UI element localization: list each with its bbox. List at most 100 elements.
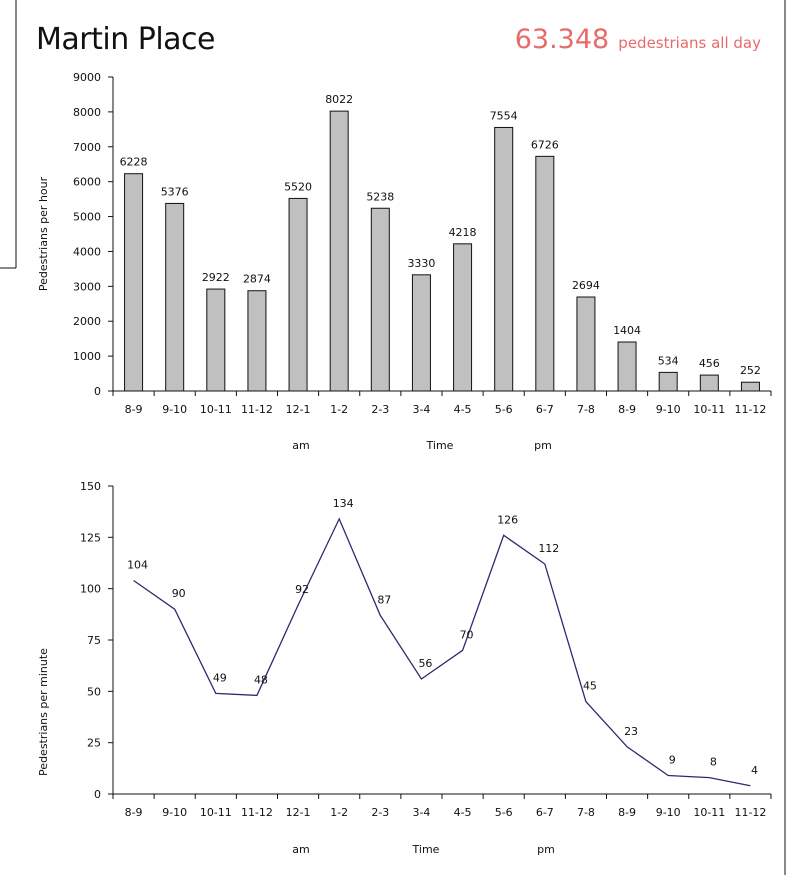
- bar-value-label: 252: [740, 364, 761, 377]
- bar-value-label: 2694: [572, 279, 600, 292]
- bar-chart-y-tick-label: 6000: [73, 176, 101, 189]
- bar-value-label: 8022: [325, 93, 353, 106]
- line-chart-x-tick-label: 9-10: [656, 806, 681, 819]
- bar-chart-x-tick-label: 1-2: [330, 403, 348, 416]
- point-value-label: 23: [624, 725, 638, 738]
- bar-value-label: 5238: [366, 190, 394, 203]
- bar: [617, 341, 637, 392]
- line-chart-y-tick-label: 100: [80, 583, 101, 596]
- line-chart-y-tick-label: 125: [80, 531, 101, 544]
- line-chart-x-tick-label: 8-9: [125, 806, 143, 819]
- line-chart-x-tick-label: 10-11: [200, 806, 232, 819]
- point-value-label: 56: [418, 657, 432, 670]
- line-chart-x-tick-label: 12-1: [286, 806, 311, 819]
- line-chart-x-tick-label: 1-2: [330, 806, 348, 819]
- bar-value-label: 2874: [243, 273, 271, 286]
- bar: [658, 371, 678, 392]
- bar: [329, 110, 349, 392]
- bar-chart-x-tick-label: 5-6: [495, 403, 513, 416]
- bar-chart-y-tick-label: 2000: [73, 315, 101, 328]
- line-chart-am-label: am: [292, 843, 309, 856]
- daily-total-value: 63.348: [514, 24, 610, 55]
- bar-chart-x-tick-label: 3-4: [412, 403, 430, 416]
- point-value-label: 49: [213, 671, 227, 684]
- point-value-label: 90: [172, 587, 186, 600]
- line-chart-x-tick-label: 5-6: [495, 806, 513, 819]
- bar-chart-y-tick-label: 0: [94, 385, 101, 398]
- line-chart-pm-label: pm: [537, 843, 555, 856]
- line-chart-x-tick-label: 9-10: [162, 806, 187, 819]
- line-chart-x-tick-label: 4-5: [454, 806, 472, 819]
- point-value-label: 112: [538, 542, 559, 555]
- bar: [247, 290, 267, 392]
- point-value-label: 104: [127, 558, 148, 571]
- bar-value-label: 7554: [490, 109, 518, 122]
- line-chart-y-tick-label: 0: [94, 788, 101, 801]
- line-chart-x-tick-label: 10-11: [693, 806, 725, 819]
- bar-chart-x-tick-label: 8-9: [618, 403, 636, 416]
- point-value-label: 134: [333, 497, 354, 510]
- point-value-label: 8: [710, 756, 717, 769]
- bar-chart-x-tick-label: 8-9: [125, 403, 143, 416]
- bar: [576, 296, 596, 392]
- bar-chart: Pedestrians per hour Time am pm 0 1000 200…: [37, 71, 772, 452]
- bar-value-label: 5520: [284, 180, 312, 193]
- bar: [535, 155, 555, 392]
- bar: [288, 197, 308, 392]
- point-value-label: 126: [497, 513, 518, 526]
- line-chart-x-tick-label: 3-4: [412, 806, 430, 819]
- bar-value-label: 3330: [407, 257, 435, 270]
- bar-value-label: 6726: [531, 138, 559, 151]
- bar-value-label: 5376: [161, 185, 189, 198]
- bar-value-label: 4218: [449, 226, 477, 239]
- bar: [165, 202, 185, 392]
- bar-chart-y-tick-label: 5000: [73, 211, 101, 224]
- bar-value-label: 2922: [202, 271, 230, 284]
- line-chart-y-axis-label: Pedestrians per minute: [37, 648, 50, 776]
- point-value-label: 4: [751, 764, 758, 777]
- line-chart-y-tick-label: 75: [87, 634, 101, 647]
- line-chart-y-tick-label: 150: [80, 480, 101, 493]
- page-title: Martin Place: [36, 22, 216, 57]
- bar-chart-x-tick-label: 12-1: [286, 403, 311, 416]
- bar-chart-y-axis-label: Pedestrians per hour: [37, 176, 50, 291]
- bar-chart-y-tick-label: 3000: [73, 280, 101, 293]
- bar: [740, 381, 760, 392]
- bar-chart-x-tick-label: 2-3: [371, 403, 389, 416]
- bar-chart-am-label: am: [292, 439, 309, 452]
- bar-chart-x-axis-label: Time: [426, 439, 454, 452]
- bar: [206, 288, 226, 392]
- bar-chart-x-tick-label: 11-12: [241, 403, 273, 416]
- bar-value-label: 1404: [613, 324, 641, 337]
- bar: [370, 207, 390, 392]
- bar: [453, 243, 473, 392]
- line-chart-x-axis-label: Time: [412, 843, 440, 856]
- line-chart-x-tick-label: 6-7: [536, 806, 554, 819]
- bar-chart-x-tick-label: 9-10: [162, 403, 187, 416]
- bar: [124, 173, 144, 392]
- point-value-label: 45: [583, 680, 597, 693]
- bar-chart-x-tick-label: 11-12: [734, 403, 766, 416]
- daily-total-label: pedestrians all day: [618, 34, 761, 52]
- bar-chart-y-tick-label: 4000: [73, 245, 101, 258]
- bar-chart-x-tick-label: 9-10: [656, 403, 681, 416]
- bar-chart-x-tick-label: 7-8: [577, 403, 595, 416]
- line-chart-y-tick-label: 25: [87, 737, 101, 750]
- bar-chart-x-tick-label: 4-5: [454, 403, 472, 416]
- bar: [699, 374, 719, 392]
- point-value-label: 70: [460, 628, 474, 641]
- point-value-label: 48: [254, 673, 268, 686]
- point-value-label: 87: [377, 593, 391, 606]
- bar-chart-y-tick-label: 1000: [73, 350, 101, 363]
- bar-chart-y-tick-label: 8000: [73, 106, 101, 119]
- bar-value-label: 6228: [120, 156, 148, 169]
- point-value-label: 92: [295, 583, 309, 596]
- series-line: [133, 517, 751, 787]
- bar: [411, 274, 431, 392]
- bar-chart-x-tick-label: 10-11: [693, 403, 725, 416]
- line-chart-y-tick-label: 50: [87, 685, 101, 698]
- bar-value-label: 534: [658, 354, 679, 367]
- bar-chart-x-tick-label: 10-11: [200, 403, 232, 416]
